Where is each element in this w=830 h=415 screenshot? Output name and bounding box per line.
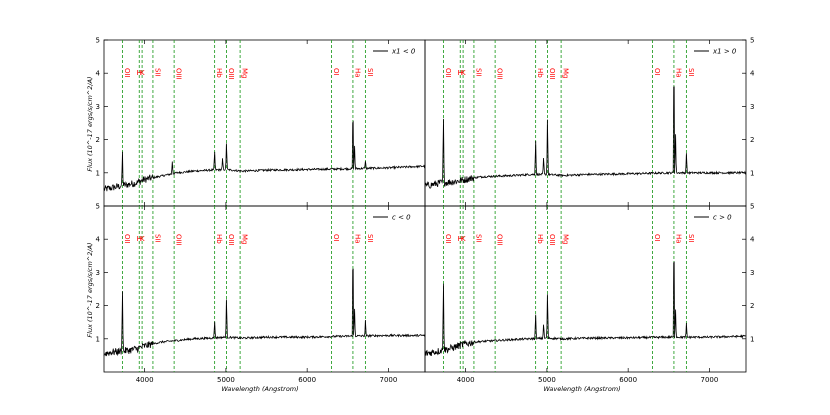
- emission-line-label: OIII: [227, 234, 235, 246]
- x-tick-label: 4000: [136, 376, 154, 384]
- y-tick-label: 3: [750, 103, 754, 111]
- panel-2: OII SII OIII Hb OIII Mg OI Ha SII HK 1 2 3 4 5 x1 > 0: [424, 37, 755, 207]
- emission-line-label: OIII: [175, 68, 183, 80]
- y-tick-label: 2: [750, 136, 754, 144]
- x-tick-label: 6000: [298, 376, 316, 384]
- emission-line-label: OII: [123, 234, 131, 244]
- x-tick-label: 6000: [619, 376, 637, 384]
- spectrum-series: [103, 120, 426, 192]
- y-tick-label: 5: [96, 203, 100, 211]
- panel-frame: [103, 205, 426, 373]
- emission-line-label: H: [137, 235, 142, 243]
- y-axis-label-top: Flux (10^-17 ergs/s/cm^2/A): [86, 76, 94, 171]
- emission-line-label: SII: [366, 68, 374, 77]
- emission-line-label: OIII: [548, 234, 556, 246]
- legend-label: c < 0: [392, 214, 411, 222]
- legend-label: x1 < 0: [391, 48, 416, 56]
- y-tick-label: 1: [96, 169, 100, 177]
- x-axis-label-right: Wavelength (Angstrom): [543, 385, 620, 393]
- x-tick-label: 5000: [217, 376, 235, 384]
- x-tick-label: 7000: [380, 376, 398, 384]
- emission-line-label: H: [137, 69, 142, 77]
- panel-1: OII SII OIII Hb OIII Mg OI Ha SII HK 1 2 3 4 5 x1 < 0: [96, 37, 426, 207]
- emission-line-label: H: [458, 235, 463, 243]
- y-tick-label: 3: [96, 269, 100, 277]
- emission-line-label: OIII: [175, 234, 183, 246]
- emission-line-label: OIII: [548, 68, 556, 80]
- x-tick-label: 4000: [457, 376, 475, 384]
- emission-line-label: OI: [653, 68, 661, 76]
- y-tick-label: 5: [750, 37, 754, 45]
- emission-line-label: K: [461, 69, 466, 77]
- emission-line-label: K: [140, 235, 145, 243]
- emission-line-label: OII: [444, 68, 452, 78]
- panel-4: OII SII OIII Hb OIII Mg OI Ha SII HK 1 2 3 4 5 4000 5000…: [424, 203, 755, 384]
- emission-line-label: Hb: [536, 234, 544, 244]
- emission-line-label: OIII: [496, 68, 504, 80]
- legend-label: c > 0: [713, 214, 732, 222]
- x-tick-label: 5000: [538, 376, 556, 384]
- emission-line-label: K: [140, 69, 145, 77]
- x-axis-label-left: Wavelength (Angstrom): [221, 385, 298, 393]
- spectrum-series: [424, 86, 747, 189]
- emission-line-label: Hb: [536, 68, 544, 78]
- y-tick-label: 2: [96, 302, 100, 310]
- y-tick-label: 5: [96, 37, 100, 45]
- y-tick-label: 1: [96, 335, 100, 343]
- emission-line-label: H: [458, 69, 463, 77]
- emission-line-label: SII: [153, 234, 161, 243]
- emission-line-label: Mg: [241, 234, 249, 244]
- y-axis-label-bottom: Flux (10^-17 ergs/s/cm^2/A): [86, 242, 94, 337]
- emission-line-label: SII: [474, 68, 482, 77]
- panel-frame: [424, 205, 747, 373]
- y-tick-label: 4: [750, 236, 755, 244]
- emission-line-label: SII: [687, 234, 695, 243]
- emission-line-label: OIII: [227, 68, 235, 80]
- emission-line-label: OII: [123, 68, 131, 78]
- emission-line-label: OII: [444, 234, 452, 244]
- y-tick-label: 4: [96, 70, 101, 78]
- emission-line-label: Mg: [562, 68, 570, 78]
- emission-line-label: Mg: [562, 234, 570, 244]
- y-tick-label: 4: [750, 70, 755, 78]
- emission-line-label: SII: [687, 68, 695, 77]
- x-tick-label: 7000: [701, 376, 719, 384]
- emission-line-label: OIII: [496, 234, 504, 246]
- panel-3: OII SII OIII Hb OIII Mg OI Ha SII HK 1 2 3 4 5 4000 5000…: [96, 203, 426, 384]
- emission-line-label: OI: [332, 234, 340, 242]
- spectrum-series: [424, 261, 747, 357]
- panel-frame: [103, 39, 426, 207]
- emission-line-label: Ha: [353, 68, 361, 78]
- legend-label: x1 > 0: [712, 48, 737, 56]
- emission-line-label: SII: [474, 234, 482, 243]
- y-tick-label: 3: [96, 103, 100, 111]
- emission-line-label: Ha: [674, 68, 682, 78]
- y-tick-label: 2: [750, 302, 754, 310]
- emission-line-label: Ha: [353, 234, 361, 244]
- y-tick-label: 1: [750, 335, 754, 343]
- emission-line-label: Ha: [674, 234, 682, 244]
- emission-line-label: OI: [332, 68, 340, 76]
- emission-line-label: Hb: [215, 68, 223, 78]
- emission-line-label: SII: [153, 68, 161, 77]
- emission-line-label: OI: [653, 234, 661, 242]
- emission-line-label: SII: [366, 234, 374, 243]
- spectrum-series: [103, 268, 426, 357]
- y-tick-label: 1: [750, 169, 754, 177]
- emission-line-label: Mg: [241, 68, 249, 78]
- emission-line-label: K: [461, 235, 466, 243]
- y-tick-label: 5: [750, 203, 754, 211]
- y-tick-label: 4: [96, 236, 101, 244]
- y-tick-label: 2: [96, 136, 100, 144]
- emission-line-label: Hb: [215, 234, 223, 244]
- y-tick-label: 3: [750, 269, 754, 277]
